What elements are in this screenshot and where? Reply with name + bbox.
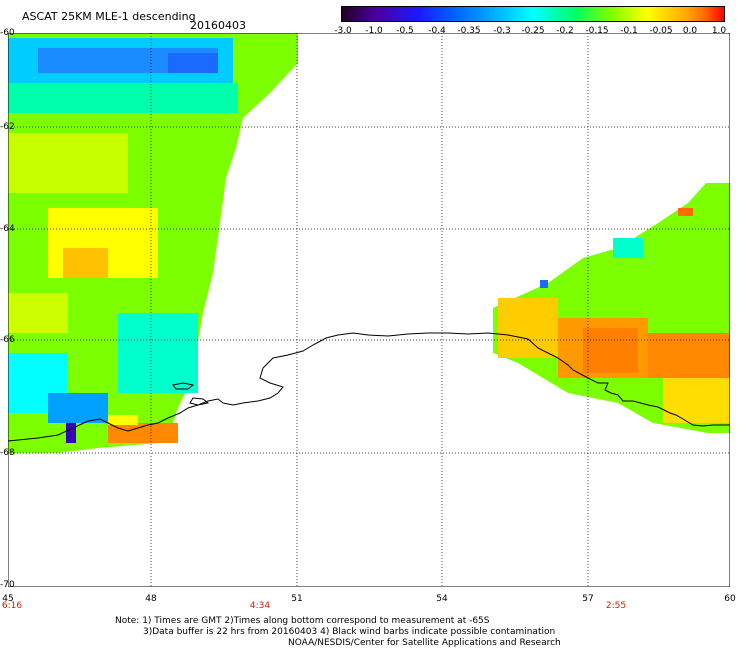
coastline <box>8 332 730 442</box>
time-label: 6:16 <box>1 601 23 611</box>
colorbar-label: -0.4 <box>428 26 446 36</box>
colorbar-label: -0.35 <box>457 26 481 36</box>
lat-label: -62 <box>0 122 15 132</box>
lon-label: 57 <box>582 594 594 604</box>
lat-label: -66 <box>0 335 15 345</box>
map-title: ASCAT 25KM MLE-1 descending <box>22 10 196 23</box>
footnote-line: NOAA/NESDIS/Center for Satellite Applica… <box>288 638 561 648</box>
colorbar-label: -1.0 <box>365 26 383 36</box>
data-field-west <box>8 33 298 453</box>
footnote-line: 3)Data buffer is 22 hrs from 20160403 4)… <box>143 627 556 637</box>
colorbar-label: -0.25 <box>521 26 545 36</box>
lat-label: -60 <box>0 28 15 38</box>
colorbar-label: -0.05 <box>649 26 673 36</box>
time-label: 2:55 <box>605 601 627 611</box>
colorbar-label: -0.1 <box>620 26 638 36</box>
lat-label: -64 <box>0 224 15 234</box>
lon-label: 60 <box>724 594 736 604</box>
lon-label: 51 <box>291 594 303 604</box>
lat-label: -68 <box>0 448 15 458</box>
grid-lines <box>8 33 730 587</box>
time-label: 4:34 <box>249 601 271 611</box>
colorbar <box>341 6 725 22</box>
map-plot-area <box>8 33 730 587</box>
colorbar-label: -0.5 <box>396 26 414 36</box>
colorbar-label: -0.3 <box>493 26 511 36</box>
lon-label: 48 <box>145 594 157 604</box>
colorbar-label: -0.2 <box>556 26 574 36</box>
colorbar-label: -0.15 <box>585 26 609 36</box>
lat-label: -70 <box>0 580 15 590</box>
map-date: 20160403 <box>190 19 246 32</box>
colorbar-label: -3.0 <box>334 26 352 36</box>
lon-label: 54 <box>436 594 448 604</box>
colorbar-label: 0.0 <box>682 26 698 36</box>
lon-label: 45 <box>2 594 14 604</box>
data-field-east <box>493 183 730 433</box>
colorbar-label: 1.0 <box>711 26 727 36</box>
footnote-line: Note: 1) Times are GMT 2)Times along bot… <box>115 616 490 626</box>
